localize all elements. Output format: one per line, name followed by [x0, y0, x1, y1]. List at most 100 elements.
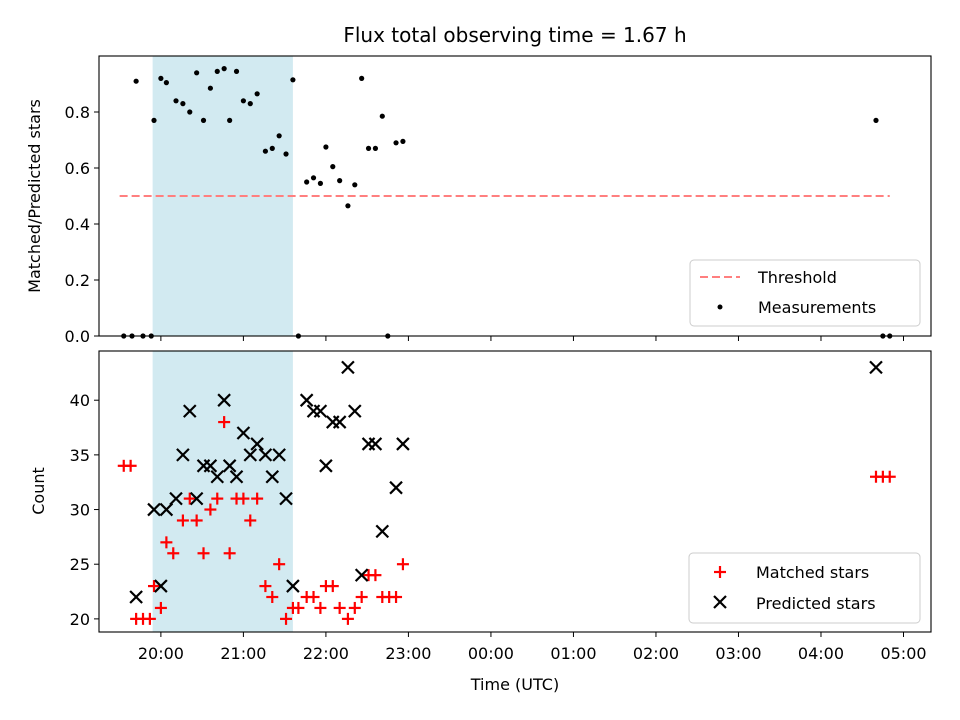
predicted-star-marker	[210, 469, 225, 484]
predicted-star-marker	[299, 393, 314, 407]
predicted-star-marker	[354, 568, 369, 582]
top-ytick-label: 0.4	[65, 215, 90, 234]
predicted-star-marker	[396, 437, 410, 451]
matched-star-marker	[259, 580, 272, 593]
measurement-point	[262, 148, 268, 154]
matched-star-marker	[143, 612, 156, 625]
matched-star-marker	[190, 514, 203, 527]
xtick-label: 02:00	[633, 644, 679, 663]
matched-star-marker	[211, 492, 224, 505]
predicted-legend-swatch	[713, 595, 727, 609]
measurement-point	[247, 101, 253, 107]
predicted-star-marker	[286, 579, 300, 593]
measurement-point	[133, 78, 139, 84]
measurement-point	[227, 117, 233, 123]
matched-star-marker	[307, 591, 320, 604]
matched-star-marker	[280, 612, 293, 625]
bottom-axes-frame	[98, 350, 932, 633]
predicted-star-marker	[265, 469, 280, 484]
xtick-label: 20:00	[138, 644, 184, 663]
measurement-point	[151, 117, 157, 123]
predicted-star-marker	[332, 415, 347, 429]
matched-star-marker	[251, 492, 264, 505]
top-ytick-label: 0.6	[65, 159, 90, 178]
xtick-label: 21:00	[220, 644, 266, 663]
bottom-y-axis-label: Count	[29, 467, 48, 515]
top-legend-box	[689, 259, 921, 327]
predicted-star-marker	[869, 360, 883, 375]
matched-star-marker	[390, 591, 403, 604]
xtick-label: 22:00	[303, 644, 349, 663]
measurement-point	[173, 98, 179, 104]
measurement-point	[187, 109, 193, 115]
measurement-point	[233, 68, 240, 74]
measurement-point	[352, 182, 358, 188]
matched-star-marker	[148, 580, 161, 593]
matched-star-marker	[355, 591, 368, 604]
measurement-point	[221, 66, 227, 72]
bottom-legend: Matched stars Predicted stars	[688, 552, 921, 624]
measurement-point	[337, 178, 343, 184]
matched-star-marker	[369, 569, 382, 582]
chart-title: Flux total observing time = 1.67 h	[343, 23, 686, 47]
xtick-label: 04:00	[798, 644, 844, 663]
predicted-star-marker	[368, 437, 383, 451]
measurement-point	[194, 70, 200, 76]
matched-star-marker	[237, 492, 250, 505]
predicted-legend-label: Predicted stars	[756, 594, 876, 613]
measurement-point	[304, 179, 310, 185]
predicted-star-marker	[182, 404, 197, 418]
measurement-point	[345, 203, 351, 209]
measurement-point	[180, 101, 186, 107]
predicted-star-marker	[203, 459, 218, 473]
top-ytick-label: 0.0	[65, 327, 90, 346]
measurement-point	[158, 75, 164, 81]
matched-star-marker	[218, 416, 231, 429]
predicted-star-marker	[319, 459, 333, 473]
matched-legend-swatch	[714, 566, 726, 578]
predicted-star-marker	[159, 502, 174, 517]
xtick-label: 03:00	[715, 644, 761, 663]
measurement-point	[317, 180, 324, 186]
predicted-star-marker	[348, 404, 362, 418]
matched-star-marker	[273, 558, 286, 571]
matched-star-marker	[160, 536, 173, 549]
predicted-star-marker	[250, 437, 264, 451]
matched-star-marker	[176, 514, 189, 527]
observing-span	[152, 351, 293, 632]
measurement-point	[200, 117, 207, 123]
bottom-ytick-label: 20	[70, 610, 90, 629]
top-ytick-label: 0.2	[65, 271, 90, 290]
predicted-star-marker	[279, 491, 293, 506]
predicted-star-marker	[272, 448, 286, 462]
matched-star-marker	[326, 580, 339, 593]
matched-star-marker	[396, 558, 409, 571]
predicted-star-marker	[154, 579, 168, 593]
xtick-label: 00:00	[468, 644, 514, 663]
predicted-star-marker	[147, 502, 161, 517]
matched-legend-label: Matched stars	[756, 563, 869, 582]
predicted-star-marker	[229, 469, 244, 484]
measurement-point	[873, 117, 879, 123]
threshold-legend-label: Threshold	[757, 268, 837, 287]
matched-star-marker	[197, 547, 210, 560]
xtick-label: 01:00	[550, 644, 596, 663]
matched-star-marker	[154, 601, 167, 614]
matched-star-marker	[341, 612, 354, 625]
bottom-legend-box	[688, 552, 921, 624]
predicted-star-marker	[129, 590, 143, 604]
matched-star-marker	[883, 470, 896, 483]
predicted-star-marker	[169, 491, 183, 506]
measurement-point	[330, 164, 336, 170]
bottom-ytick-label: 35	[70, 446, 90, 465]
matched-star-marker	[266, 591, 279, 604]
predicted-star-marker	[217, 393, 231, 407]
predicted-star-marker	[243, 448, 258, 462]
measurement-point	[240, 98, 246, 104]
matched-star-marker	[348, 601, 361, 614]
measurement-point	[400, 138, 406, 144]
measurements-legend-swatch	[717, 304, 723, 310]
measurement-point	[372, 145, 379, 151]
measurement-point	[359, 75, 365, 81]
measurement-point	[393, 140, 399, 146]
